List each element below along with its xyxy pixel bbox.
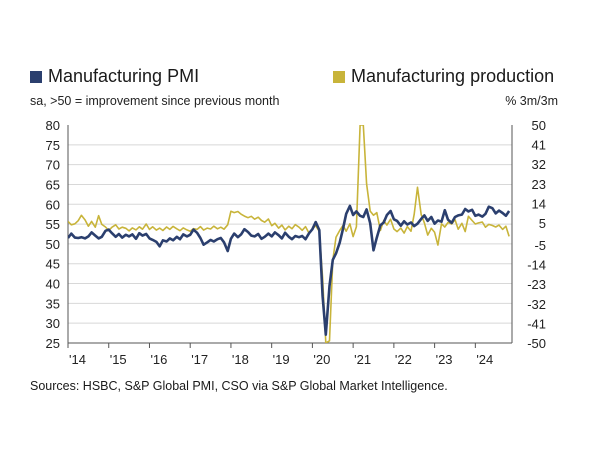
y-right-tick-label: 32	[532, 157, 546, 172]
legend-item-production: Manufacturing production	[333, 66, 554, 87]
y-left-tick-label: 75	[46, 138, 60, 153]
y-left-tick-label: 60	[46, 197, 60, 212]
y-left-tick-label: 45	[46, 257, 60, 272]
x-tick-label: '21	[354, 352, 371, 367]
y-left-tick-label: 40	[46, 277, 60, 292]
y-right-tick-label: -14	[527, 258, 546, 273]
legend-swatch-production	[333, 70, 345, 83]
y-right-tick-label: -41	[527, 316, 546, 331]
x-tick-label: '20	[313, 352, 330, 367]
x-tick-label: '15	[110, 352, 127, 367]
y-left-tick-label: 70	[46, 158, 60, 173]
x-tick-label: '19	[273, 352, 290, 367]
x-tick-label: '22	[395, 352, 412, 367]
series-line-production	[68, 125, 510, 343]
legend-item-pmi: Manufacturing PMI	[30, 66, 199, 87]
y-left-tick-label: 80	[46, 118, 60, 133]
source-note: Sources: HSBC, S&P Global PMI, CSO via S…	[30, 379, 448, 393]
legend-swatch-pmi	[30, 70, 42, 83]
y-right-tick-label: 5	[539, 216, 546, 231]
series-line-pmi	[68, 204, 511, 336]
legend-label-production: Manufacturing production	[351, 66, 555, 86]
x-tick-label: '16	[150, 352, 167, 367]
y-left-tick-label: 35	[46, 296, 60, 311]
x-tick-label: '24	[476, 352, 493, 367]
x-tick-label: '17	[191, 352, 208, 367]
x-tick-label: '18	[232, 352, 249, 367]
y-right-tick-label: 41	[532, 138, 546, 153]
y-right-tick-label: -5	[534, 238, 546, 253]
x-tick-label: '14	[69, 352, 86, 367]
legend-label-pmi: Manufacturing PMI	[48, 66, 200, 86]
right-axis-unit: % 3m/3m	[505, 94, 558, 108]
y-right-tick-label: -32	[527, 297, 546, 312]
y-right-tick-label: 23	[532, 177, 546, 192]
y-right-tick-label: -50	[527, 336, 546, 351]
y-right-tick-label: 50	[532, 118, 546, 133]
y-left-tick-label: 25	[46, 336, 60, 351]
x-tick-label: '23	[436, 352, 453, 367]
y-left-tick-label: 50	[46, 237, 60, 252]
y-right-tick-label: 14	[532, 196, 546, 211]
y-left-tick-label: 65	[46, 177, 60, 192]
y-left-tick-label: 55	[46, 217, 60, 232]
y-left-tick-label: 30	[46, 316, 60, 331]
y-right-tick-label: -23	[527, 277, 546, 292]
chart-subtitle: sa, >50 = improvement since previous mon…	[30, 94, 280, 108]
